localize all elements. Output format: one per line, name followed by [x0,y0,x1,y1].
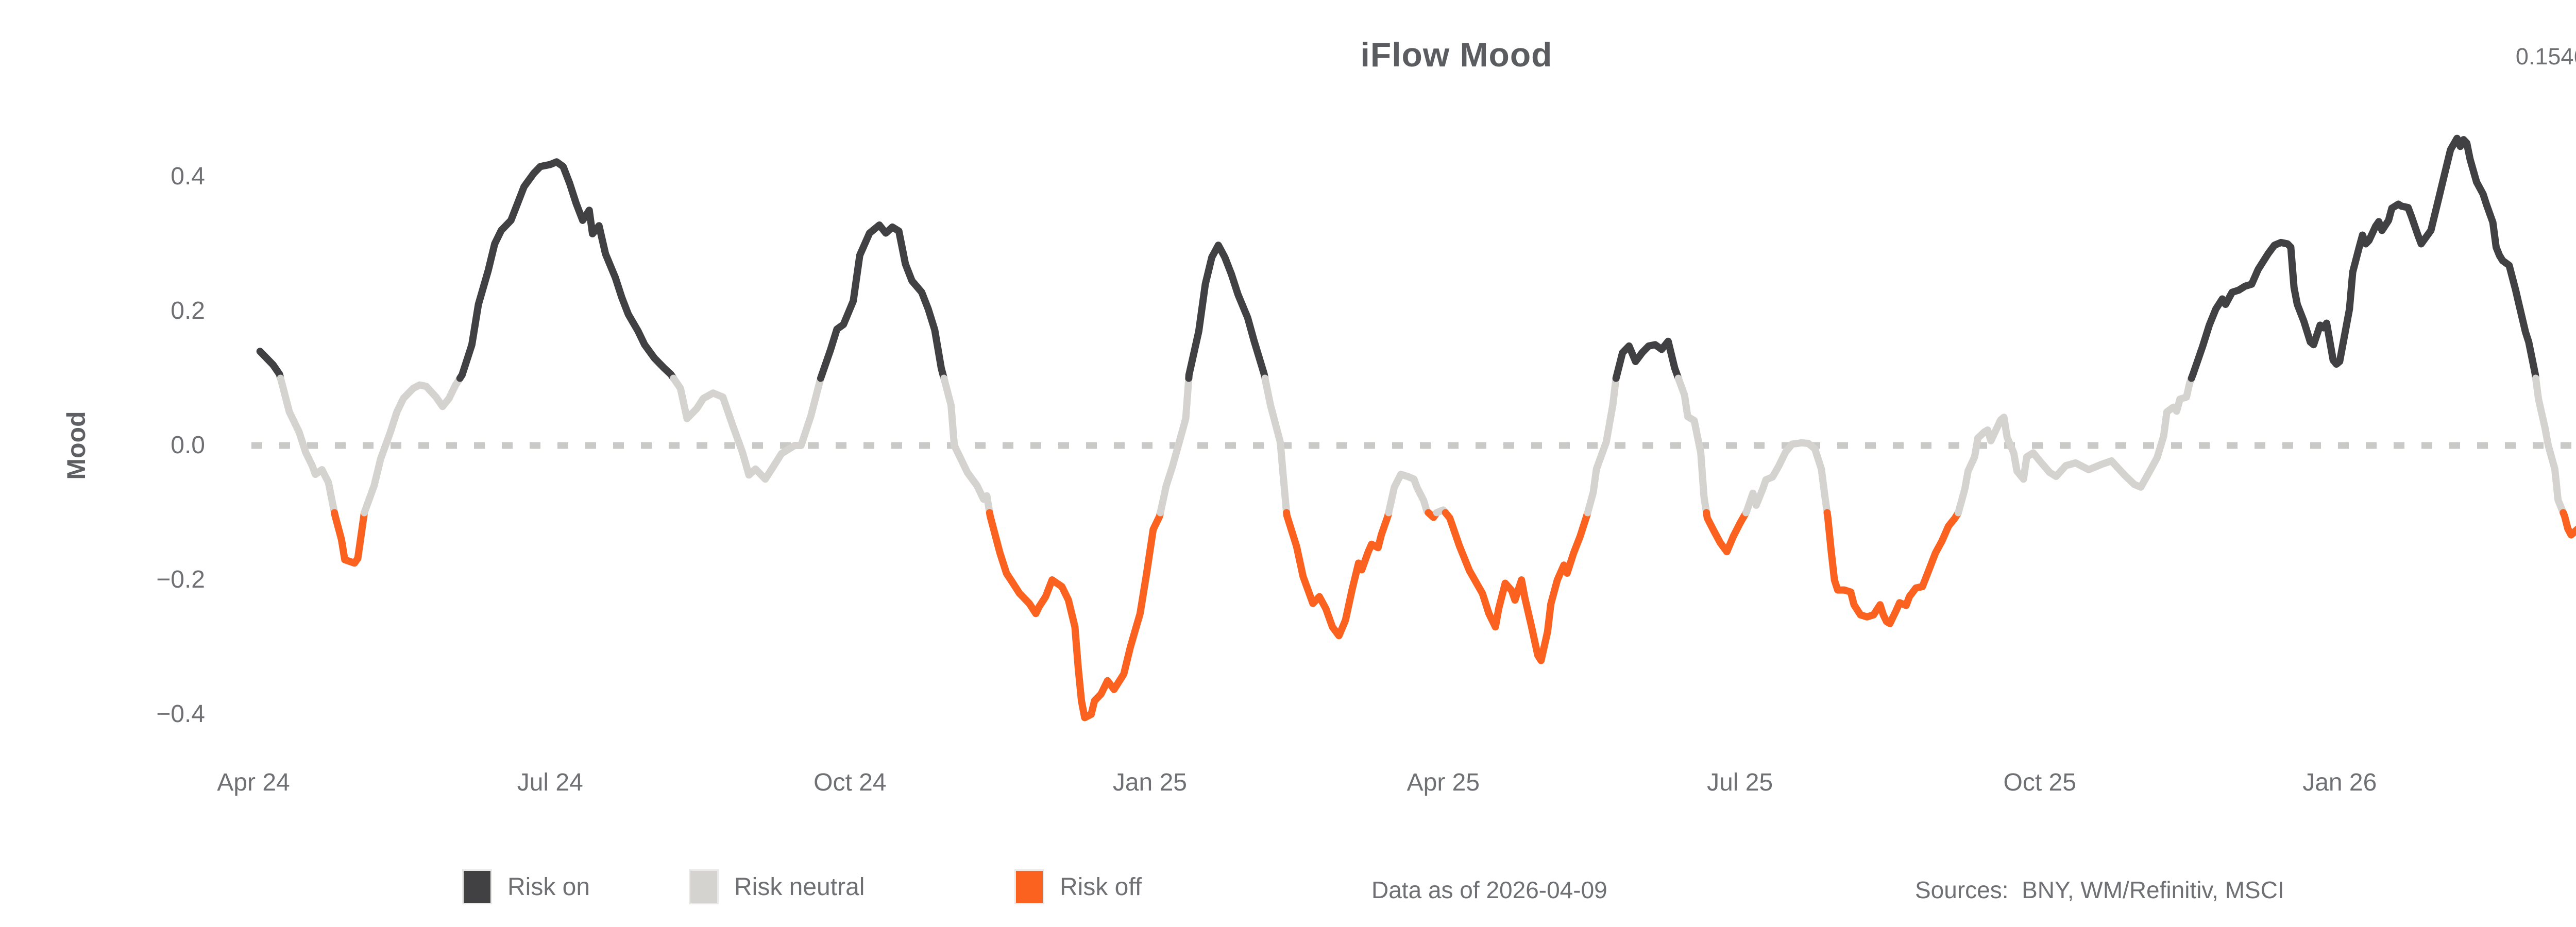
mood-line-segment-risk-neutral [1584,374,1620,517]
mood-line-segment-risk-neutral [940,374,993,517]
x-tick-label: Jan 25 [1112,769,1187,796]
mood-line-segment-risk-neutral [1674,374,1710,517]
mood-line-segment-risk-off [1283,509,1393,640]
mood-line-segment-risk-off [331,509,368,567]
risk-off-swatch-icon [1014,869,1044,904]
x-tick-label: Oct 24 [814,769,887,796]
legend-item-risk-off: Risk off [1014,869,1142,904]
mood-line-segment-risk-neutral [1157,374,1193,517]
risk-neutral-swatch-icon [689,869,719,904]
x-tick-label: Apr 25 [1406,769,1480,796]
legend-label: Risk on [507,873,590,901]
mood-line-segment-risk-off [986,509,1164,722]
mood-line-segment-risk-off [1823,509,1962,627]
x-tick-label: Oct 25 [2003,769,2076,796]
current-reading-value: 0.1546 [2515,43,2576,70]
y-tick-label: 0.4 [171,163,205,190]
mood-line-segment-risk-on [256,348,284,382]
mood-line-segment-risk-neutral [2532,374,2567,517]
mood-line-segment-risk-neutral [277,374,338,517]
sources-note: Sources: BNY, WM/Refinitiv, MSCI [1915,877,2284,903]
mood-line-segment-risk-neutral [1742,439,1831,517]
legend-item-risk-on: Risk on [462,869,590,904]
risk-on-swatch-icon [462,869,492,904]
mood-line-segment-risk-neutral [670,374,824,483]
mood-line-segment-risk-on [1185,242,1269,382]
legend-item-risk-neutral: Risk neutral [689,869,865,904]
data-as-of-note: Data as of 2026-04-09 [1371,877,1607,903]
y-tick-label: −0.2 [156,566,205,593]
y-tick-label: 0.0 [171,432,205,459]
mood-line-segment-risk-off [1442,509,1591,664]
mood-line-segment-risk-off [1703,509,1750,556]
mood-line-segment-risk-on [817,221,948,382]
x-tick-label: Jul 25 [1707,769,1773,796]
page-title: iFlow Mood [1360,36,1553,74]
legend-label: Risk off [1060,873,1142,901]
y-tick-label: −0.4 [156,700,205,728]
x-tick-label: Jan 26 [2302,769,2377,796]
mood-line-segment-risk-on [1612,337,1682,382]
x-tick-label: Apr 24 [217,769,290,796]
mood-line-segment-risk-off [2560,509,2576,539]
x-tick-label: Jul 24 [517,769,583,796]
mood-line-segment-risk-on [2188,134,2539,382]
legend-label: Risk neutral [734,873,865,901]
mood-line-segment-risk-neutral [361,374,464,517]
y-tick-label: 0.2 [171,297,205,324]
mood-line-segment-risk-neutral [1261,374,1291,517]
mood-line-segment-risk-neutral [1955,374,2195,517]
mood-line-segment-risk-on [456,158,677,382]
current-reading: 0.1546 → risk on [2516,43,2576,70]
mood-line-segment-risk-neutral [1385,471,1432,517]
x-tick-label: Apr 26 [2525,768,2576,797]
